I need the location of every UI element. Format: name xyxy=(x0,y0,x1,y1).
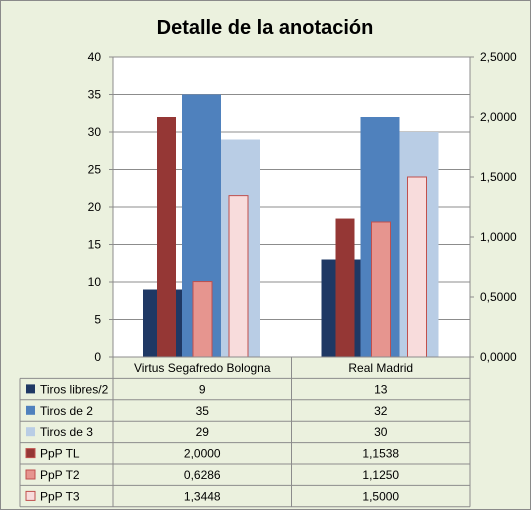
table-cell-value: 32 xyxy=(374,404,388,418)
left-axis-tick-label: 5 xyxy=(94,313,101,327)
table-cell-value: 1,3448 xyxy=(184,489,221,503)
left-axis-tick-label: 15 xyxy=(88,238,102,252)
bar-ppp-t3 xyxy=(407,176,427,358)
legend-label: PpP TL xyxy=(40,447,80,461)
bar-ppp-tl xyxy=(335,218,355,357)
left-axis-tick-label: 25 xyxy=(88,163,102,177)
right-axis-tick-label: 0,0000 xyxy=(480,350,517,364)
left-axis-tick-label: 30 xyxy=(88,125,102,139)
bar-ppp-t2 xyxy=(192,281,213,358)
table-cell-value: 35 xyxy=(196,404,210,418)
legend-label: PpP T3 xyxy=(40,489,80,503)
legend-key xyxy=(26,384,35,394)
left-axis-tick-label: 35 xyxy=(88,88,102,102)
table-cell-value: 13 xyxy=(374,382,388,396)
table-cell-value: 1,1538 xyxy=(362,447,399,461)
legend-label: Tiros de 2 xyxy=(40,404,93,418)
legend-label: Tiros libres/2 xyxy=(40,382,109,396)
right-axis-tick-label: 1,5000 xyxy=(480,170,517,184)
right-axis-tick-label: 2,5000 xyxy=(480,50,517,64)
legend-key xyxy=(25,469,36,480)
table-cell-value: 1,5000 xyxy=(362,489,399,503)
table-cell-value: 9 xyxy=(199,382,206,396)
bar-ppp-tl xyxy=(157,117,176,357)
legend-label: Tiros de 3 xyxy=(40,425,93,439)
table-cell-value: 1,1250 xyxy=(362,468,399,482)
chart-title: Detalle de la anotación xyxy=(157,17,374,39)
category-label: Real Madrid xyxy=(348,361,413,375)
table-cell-value: 30 xyxy=(374,425,388,439)
legend-key xyxy=(26,405,35,415)
data-table: Virtus Segafredo Bologna Real Madrid Tiros… xyxy=(19,356,471,508)
bar-ppp-t3 xyxy=(228,195,249,358)
category-label: Virtus Segafredo Bologna xyxy=(134,361,271,375)
right-axis-tick-label: 0,5000 xyxy=(480,290,517,304)
table-cell-value: 2,0000 xyxy=(184,447,221,461)
left-axis-tick-label: 0 xyxy=(94,350,101,364)
table-cell-value: 0,6286 xyxy=(184,468,221,482)
left-axis-tick-label: 10 xyxy=(88,275,102,289)
legend-key xyxy=(25,448,36,459)
legend-key xyxy=(25,490,36,501)
right-axis-tick-label: 2,0000 xyxy=(480,110,517,124)
legend-label: PpP T2 xyxy=(40,468,80,482)
axes: 0 5 10 15 20 25 30 35 40 0,0000 0,5000 1,0000 1,5000… xyxy=(88,50,517,364)
legend-key xyxy=(26,427,35,437)
left-axis-tick-label: 40 xyxy=(88,50,102,64)
left-axis-tick-label: 20 xyxy=(88,200,102,214)
bars-right-axis xyxy=(157,117,427,358)
table-cell-value: 29 xyxy=(196,425,210,439)
bar-ppp-t2 xyxy=(371,221,391,358)
right-axis-tick-label: 1,0000 xyxy=(480,230,517,244)
